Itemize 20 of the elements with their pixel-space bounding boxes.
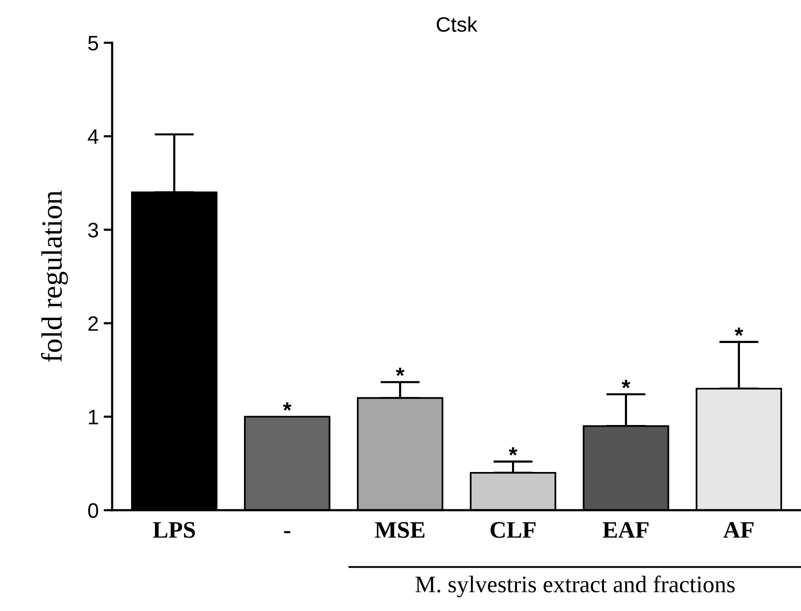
- x-tick-label: MSE: [374, 522, 424, 538]
- x-tick-label: LPS: [153, 522, 195, 538]
- x-tick-label: EAF: [602, 522, 648, 538]
- y-tick-label: 4: [88, 129, 98, 144]
- y-tick-label: 0: [88, 503, 98, 518]
- x-tick-label: AF: [723, 522, 754, 538]
- x-tick-label: CLF: [490, 522, 536, 538]
- x-tick-label: -: [284, 531, 290, 534]
- annotation: *: [396, 368, 404, 376]
- y-tick-label: 2: [88, 316, 98, 331]
- annotation: *: [282, 402, 292, 411]
- text: M. sylvestris extract and fractions: [416, 576, 735, 598]
- annotation: *: [734, 328, 744, 336]
- chart-title: Ctsk: [436, 16, 478, 32]
- annotation: *: [622, 380, 630, 388]
- y-tick-label: 5: [88, 36, 98, 51]
- y-tick-label: 1: [88, 410, 98, 424]
- y-axis-title: fold regulation: [41, 190, 68, 362]
- annotation: *: [508, 447, 518, 456]
- y-tick-label: 3: [88, 222, 98, 238]
